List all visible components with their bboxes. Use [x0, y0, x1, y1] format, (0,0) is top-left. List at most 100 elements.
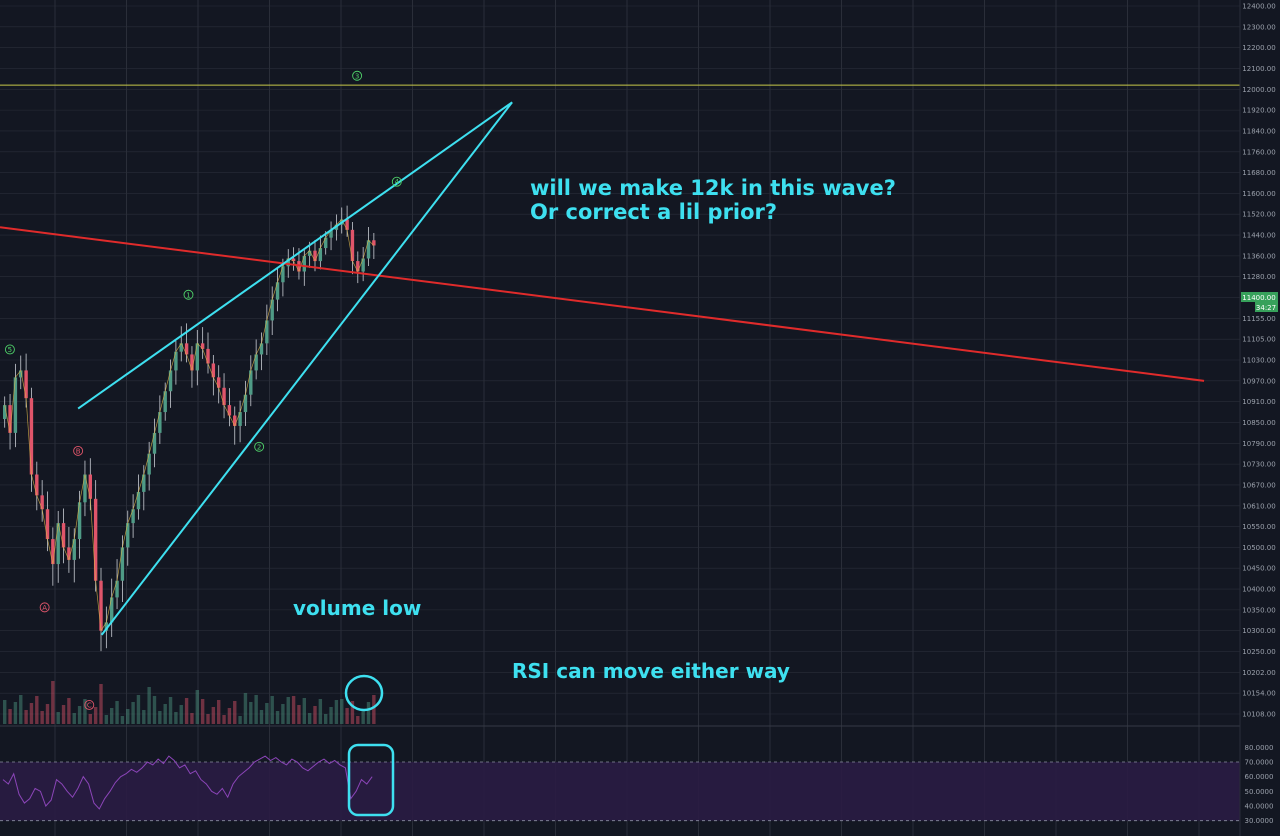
candle-body	[77, 502, 82, 540]
candle-body	[259, 343, 264, 355]
volume-bar	[163, 704, 167, 724]
volume-bar	[19, 695, 23, 724]
candle-body	[350, 229, 355, 262]
candle-body	[361, 258, 365, 272]
price-tick-label: 11440.00	[1242, 232, 1275, 240]
price-tick-label: 11105.00	[1242, 336, 1275, 344]
volume-bar	[254, 695, 258, 724]
candle-body	[120, 547, 125, 581]
candle-body	[45, 509, 50, 540]
candle-body	[3, 405, 7, 419]
price-tick-label: 10300.00	[1242, 627, 1275, 635]
volume-bar	[115, 701, 119, 724]
volume-bar	[249, 702, 253, 724]
volume-bar	[8, 709, 12, 724]
volume-bar	[200, 699, 205, 724]
volume-bar	[243, 693, 248, 724]
candle-body	[184, 343, 189, 355]
volume-bar	[35, 696, 39, 724]
rsi-tick-label: 60.0000	[1245, 773, 1274, 781]
price-tick-label: 10350.00	[1242, 606, 1275, 614]
candle-body	[366, 240, 371, 259]
wave-label-circle	[391, 176, 402, 187]
price-tick-label: 10400.00	[1242, 586, 1275, 594]
price-tick-label: 10970.00	[1242, 377, 1275, 385]
wave-label: 2	[257, 443, 261, 451]
wave-label: B	[76, 447, 81, 455]
candle-body	[227, 405, 232, 416]
candle-body	[136, 491, 141, 510]
price-axis[interactable]: 10108.00 10154.00 10202.00 10250.00 10300.00…	[1239, 0, 1280, 836]
candle-body	[19, 370, 23, 378]
volume-bar	[152, 696, 157, 724]
volume-bar	[340, 699, 344, 724]
countdown-label: 34:27	[1256, 304, 1276, 312]
volume-bar	[179, 705, 183, 724]
candle-body	[249, 370, 253, 395]
volume-bar	[56, 712, 60, 724]
volume-bar	[227, 708, 232, 724]
candle-body	[72, 539, 76, 560]
price-tick-label: 10850.00	[1242, 419, 1275, 427]
volume-bar	[88, 714, 92, 724]
wedge-lower-line	[100, 101, 513, 636]
price-tick-label: 11760.00	[1242, 148, 1275, 156]
candle-body	[152, 432, 157, 454]
volume-bar	[286, 697, 290, 724]
volume-bar	[190, 713, 194, 724]
moving-average-line	[4, 218, 375, 632]
price-tick-label: 12300.00	[1242, 23, 1275, 31]
wave-label: 1	[186, 291, 190, 299]
candle-body	[142, 474, 146, 492]
volume-bar	[61, 705, 66, 724]
volume-bar	[99, 684, 103, 724]
note-rsi: RSI can move either way	[512, 659, 790, 683]
volume-bar	[77, 706, 82, 724]
volume-bar	[281, 704, 285, 724]
volume-bar	[45, 704, 50, 724]
candle-body	[99, 580, 103, 631]
volume-bar	[83, 699, 87, 724]
price-tick-label: 10550.00	[1242, 523, 1275, 531]
candle-body	[24, 370, 28, 399]
volume-bar	[366, 702, 371, 724]
candle-body	[29, 398, 34, 475]
candle-body	[206, 348, 210, 364]
candle-body	[104, 622, 109, 631]
volume-bar	[265, 703, 269, 724]
countdown-badge	[1255, 302, 1278, 312]
last-price-label: 11400.00	[1242, 294, 1275, 302]
candle-body	[254, 354, 258, 371]
price-tick-label: 12100.00	[1242, 65, 1275, 73]
candle-body	[217, 377, 221, 388]
volume-bar	[104, 715, 109, 724]
candle-body	[318, 248, 323, 262]
price-tick-label: 10500.00	[1242, 544, 1275, 552]
candle-body	[265, 320, 269, 344]
price-tick-label: 12400.00	[1242, 3, 1275, 11]
candle-body	[147, 453, 151, 475]
candle-body	[372, 240, 376, 246]
candle-body	[88, 474, 92, 499]
price-tick-label: 10610.00	[1242, 502, 1275, 510]
candle-body	[356, 261, 360, 272]
candle-body	[163, 391, 167, 413]
rsi-tick-label: 70.0000	[1245, 759, 1274, 767]
volume-bar	[184, 698, 189, 724]
candle-body	[93, 498, 98, 581]
candle-body	[13, 377, 18, 433]
volume-bar	[142, 710, 146, 724]
volume-bar	[211, 707, 216, 724]
volume-bar	[222, 715, 226, 724]
candle-body	[8, 405, 12, 433]
wave-label-circle	[73, 445, 84, 456]
volume-bar	[270, 696, 274, 724]
price-tick-label: 11360.00	[1242, 252, 1275, 260]
note-question-line1: will we make 12k in this wave?	[530, 176, 896, 200]
volume-bar	[372, 695, 376, 724]
wave-label-circle	[352, 70, 363, 81]
wave-label: 3	[355, 72, 359, 80]
volume-bar	[29, 703, 34, 724]
